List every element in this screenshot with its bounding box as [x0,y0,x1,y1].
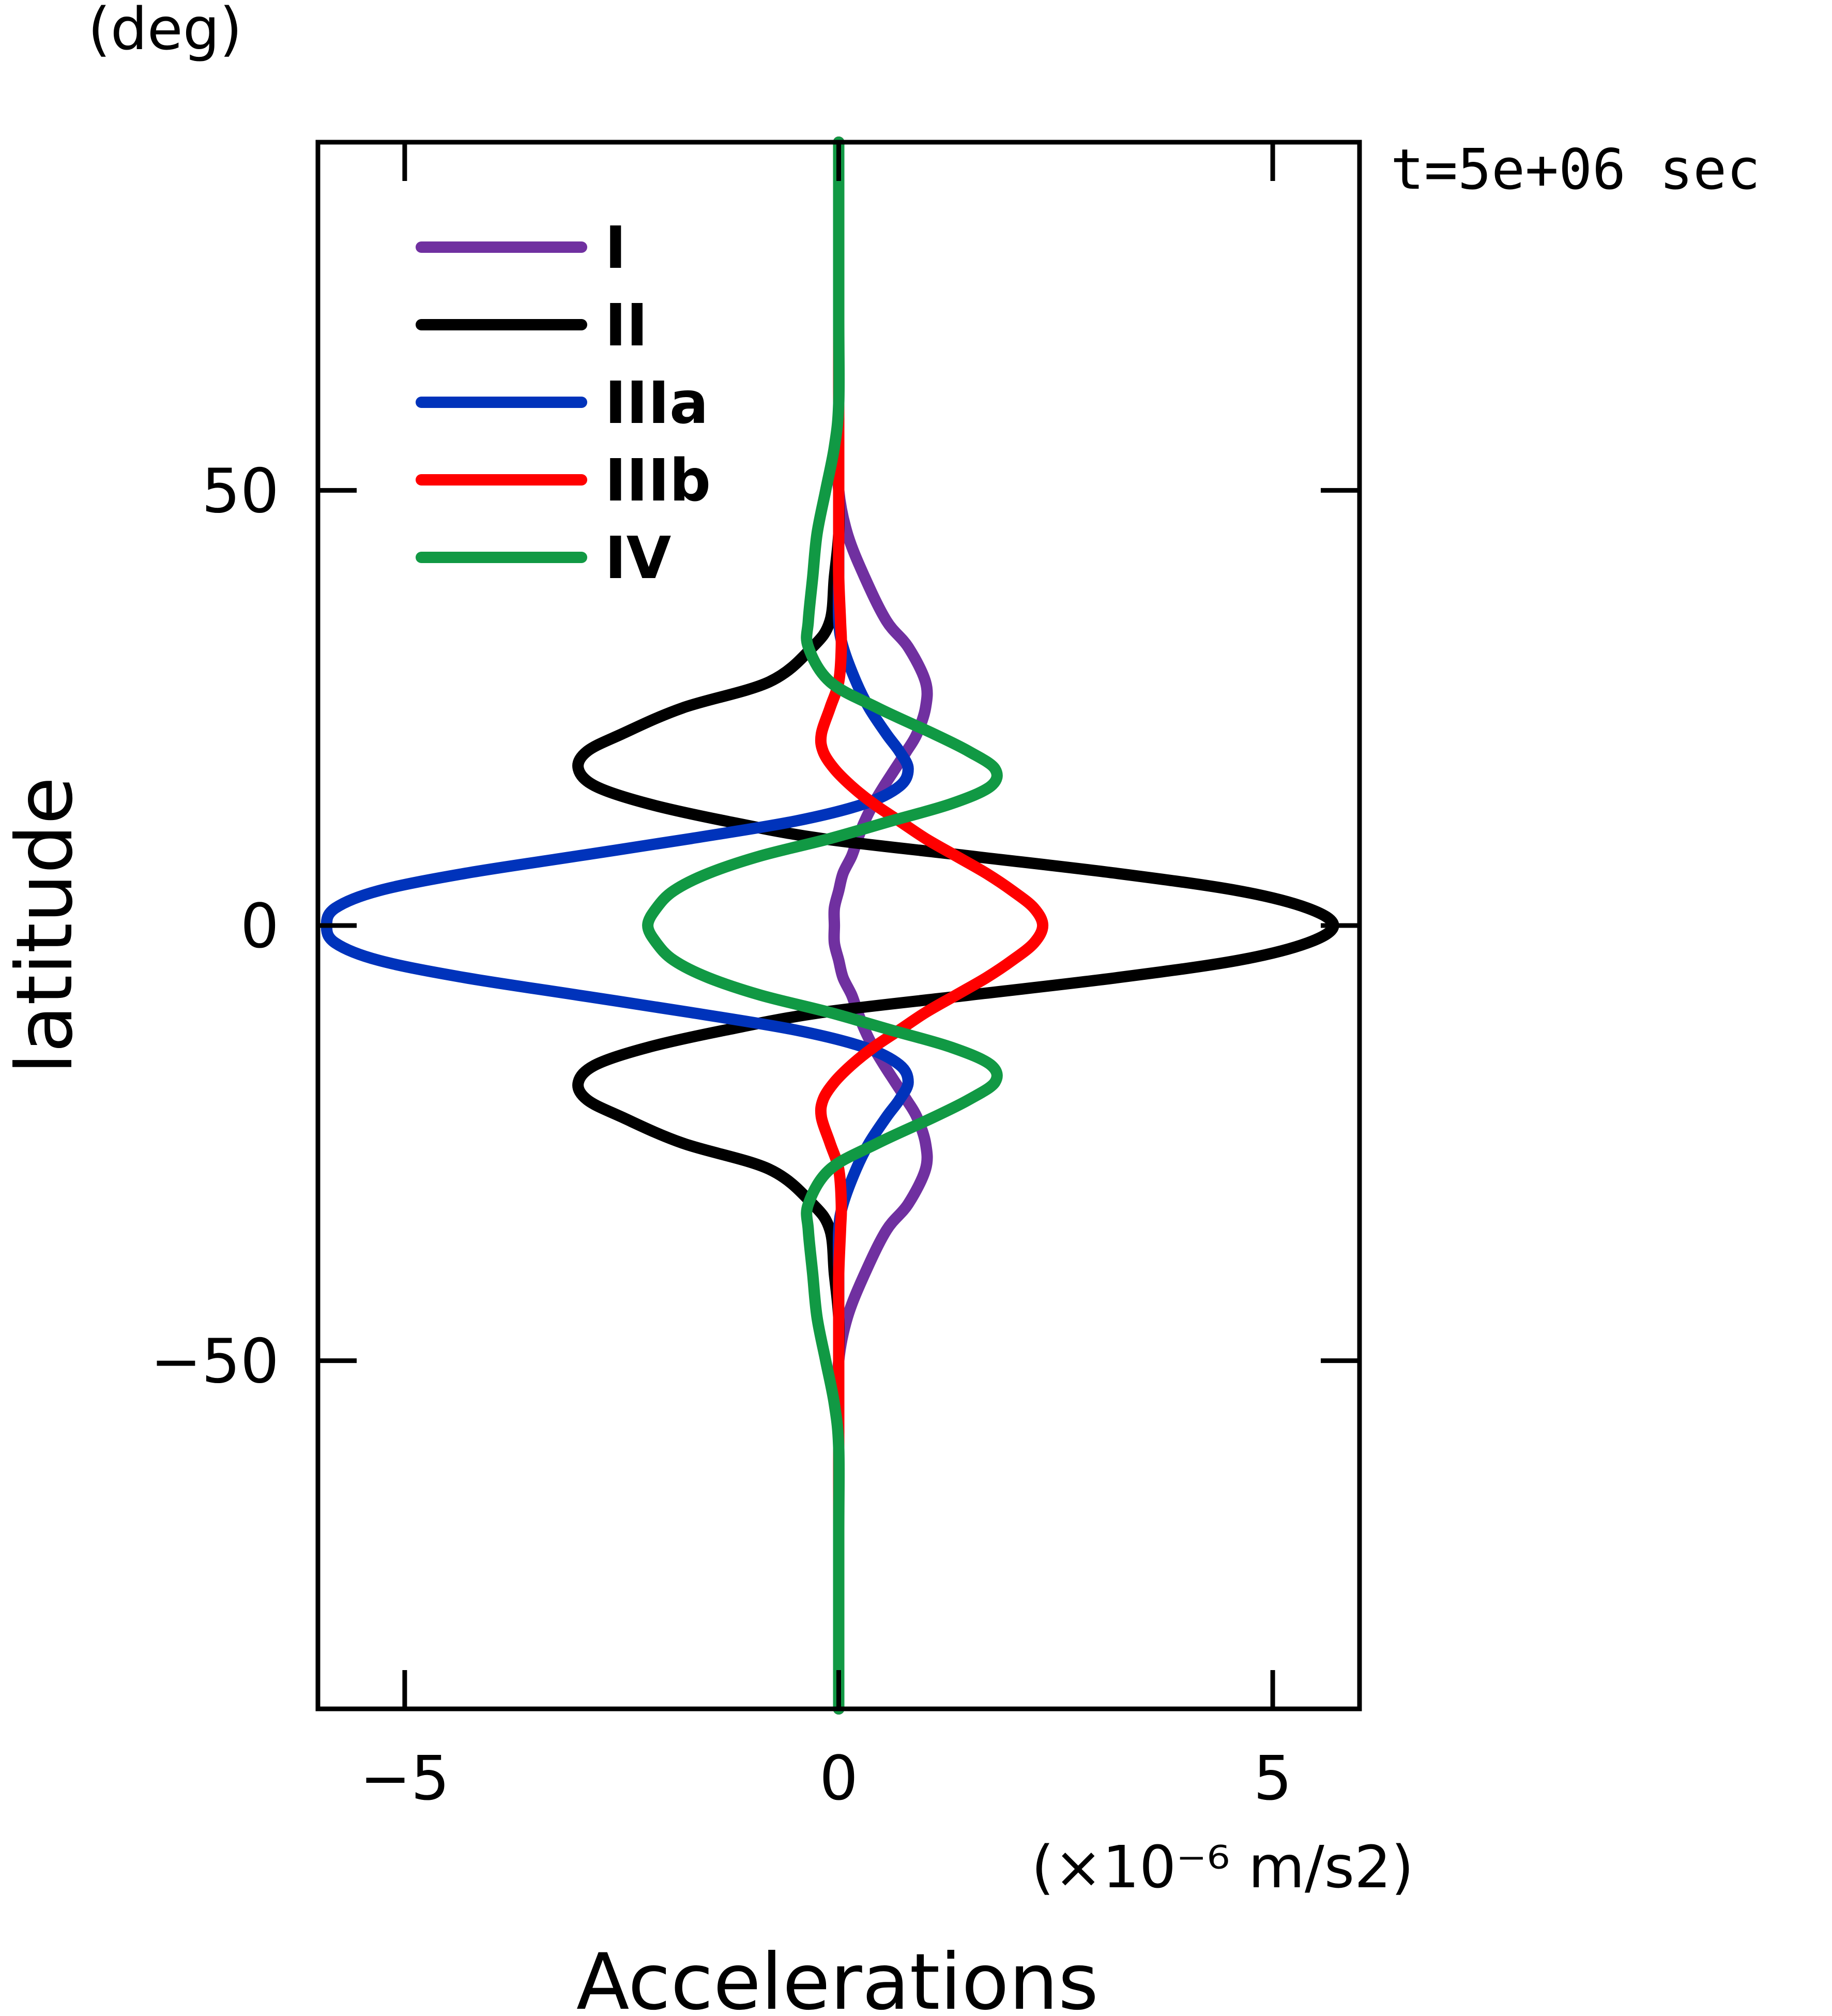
series-layer [320,137,1339,1715]
series-iiib-line [815,137,1049,1715]
legend-label-iiia: IIIa [605,370,709,437]
x-tick-label: 5 [1254,1742,1292,1814]
x-axis-title: Accelerations [576,1937,1098,2013]
legend-label-ii: II [605,292,648,359]
y-axis-title: latitude [0,777,90,1074]
y-tick-label: 50 [202,455,279,526]
x-tick-label: 0 [819,1742,858,1814]
time-annotation: t=5e+06 sec [1391,138,1760,202]
legend-label-iiib: IIIb [605,447,711,514]
y-tick-label: 0 [240,890,279,962]
x-units-label: (×10⁻⁶ m/s2) [1031,1834,1414,1901]
legend-label-i: I [605,215,627,282]
x-tick-label: −5 [360,1742,450,1814]
series-i-line [828,137,933,1715]
y-units-label: (deg) [88,0,242,63]
series-iv-line [642,137,1003,1715]
legend-label-iv: IV [605,525,671,592]
y-tick-label: −50 [150,1326,279,1397]
